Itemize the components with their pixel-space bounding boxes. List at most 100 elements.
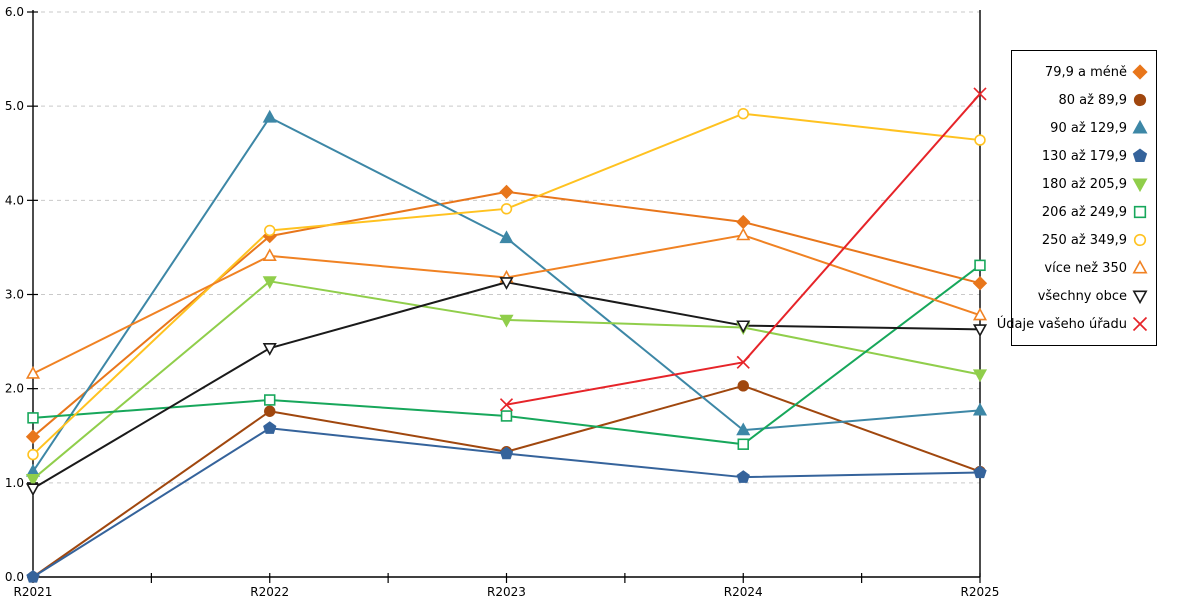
series-marker	[1132, 178, 1148, 193]
series-marker	[972, 369, 988, 383]
y-tick-label: 2.0	[5, 382, 24, 396]
legend-item: 180 až 205,9	[1012, 175, 1156, 193]
legend-item: Údaje vašeho úřadu	[997, 315, 1156, 333]
series-marker	[499, 277, 514, 290]
x-tick-label: R2022	[250, 585, 289, 599]
series-marker	[263, 421, 277, 434]
series-marker	[736, 227, 751, 241]
series-marker	[262, 276, 277, 289]
series-marker	[1132, 148, 1148, 163]
series-marker	[1133, 93, 1147, 107]
series-marker	[264, 405, 276, 417]
axes: 0.0 1.0 2.0 3.0 4.0 5.0 6.0 R2021 R2022 R2023 R202…	[5, 5, 1000, 599]
triangle-down-marker-icon	[1132, 290, 1148, 305]
x-tick-label: R2023	[487, 585, 526, 599]
legend-item: více než 350	[1012, 259, 1156, 277]
series-markers	[25, 87, 988, 583]
chart-legend: 79,9 a méně 80 až 89,9 90 až 129,9 130 až 1…	[997, 50, 1157, 346]
x-tick-label: R2025	[961, 585, 1000, 599]
legend-label: Údaje vašeho úřadu	[996, 316, 1127, 332]
series-marker	[974, 259, 986, 272]
legend-label: 206 až 249,9	[1041, 204, 1127, 220]
legend-label: 80 až 89,9	[1058, 92, 1127, 108]
legend-item: 80 až 89,9	[1012, 91, 1156, 109]
legend-label: 79,9 a méně	[1044, 64, 1127, 80]
series-marker	[499, 398, 514, 412]
series-marker	[262, 109, 277, 123]
legend-item: 250 až 349,9	[1012, 231, 1156, 249]
legend-item: 206 až 249,9	[1012, 203, 1156, 221]
series-marker	[974, 134, 986, 146]
square-marker-icon	[1133, 205, 1147, 219]
legend-item: 79,9 a méně	[1012, 63, 1156, 81]
gridlines	[33, 11, 980, 484]
circle-marker-icon	[1133, 93, 1147, 107]
series-marker	[737, 107, 749, 120]
series-marker	[1132, 64, 1148, 80]
series-marker	[972, 307, 988, 321]
series-lines	[32, 92, 981, 578]
legend-item: 130 až 179,9	[1012, 147, 1156, 165]
x-tick-label: R2021	[14, 585, 53, 599]
legend-label: 130 až 179,9	[1041, 148, 1127, 164]
series-marker	[262, 343, 277, 356]
series-line	[505, 92, 981, 406]
legend-label: 90 až 129,9	[1050, 120, 1127, 136]
legend-item: všechny obce	[1012, 287, 1156, 305]
y-tick-label: 5.0	[5, 99, 24, 113]
series-marker	[972, 324, 988, 337]
y-tick-label: 1.0	[5, 476, 24, 490]
series-marker	[262, 248, 277, 262]
diamond-marker-icon	[1132, 64, 1148, 80]
series-marker	[25, 429, 41, 444]
series-marker	[736, 214, 751, 230]
pentagon-marker-icon	[1132, 148, 1148, 163]
series-marker	[27, 448, 39, 461]
series-marker	[27, 412, 39, 424]
series-marker	[1132, 119, 1148, 134]
x-tick-label: R2024	[724, 585, 763, 599]
legend-item: 90 až 129,9	[1012, 119, 1156, 137]
series-marker	[972, 276, 988, 291]
series-marker	[736, 355, 750, 369]
legend-label: všechny obce	[1037, 288, 1127, 304]
series-marker	[264, 394, 276, 406]
series-marker	[736, 422, 751, 436]
y-tick-label: 6.0	[5, 5, 24, 19]
series-marker	[973, 465, 987, 479]
series-marker	[25, 483, 41, 497]
legend-label: 250 až 349,9	[1041, 232, 1127, 248]
series-marker	[499, 446, 514, 460]
y-tick-label: 4.0	[5, 193, 24, 207]
series-marker	[1133, 205, 1147, 219]
series-marker	[973, 87, 987, 101]
triangle-up-marker-icon	[1132, 119, 1148, 134]
series-marker	[264, 224, 276, 237]
series-marker	[972, 402, 988, 416]
series-marker	[736, 320, 751, 334]
series-marker	[1132, 290, 1148, 305]
series-marker	[500, 410, 513, 422]
series-marker	[500, 203, 513, 215]
series-line	[32, 190, 981, 438]
legend-label: 180 až 205,9	[1041, 176, 1127, 192]
triangle-down-marker-icon	[1132, 178, 1148, 193]
y-tick-label: 3.0	[5, 288, 24, 302]
series-marker	[499, 230, 514, 244]
y-tick-label: 0.0	[5, 570, 24, 584]
series-marker	[1133, 233, 1147, 247]
series-marker	[26, 570, 40, 583]
series-marker	[499, 184, 514, 199]
x-marker-icon	[1132, 316, 1148, 332]
series-marker	[736, 470, 750, 483]
series-marker	[25, 365, 41, 379]
legend-label: více než 350	[1044, 260, 1127, 276]
series-marker	[1132, 259, 1148, 274]
series-marker	[737, 380, 749, 392]
series-marker	[737, 438, 749, 450]
series-marker	[1132, 316, 1148, 332]
series-marker	[499, 314, 514, 328]
series-marker	[25, 473, 41, 487]
